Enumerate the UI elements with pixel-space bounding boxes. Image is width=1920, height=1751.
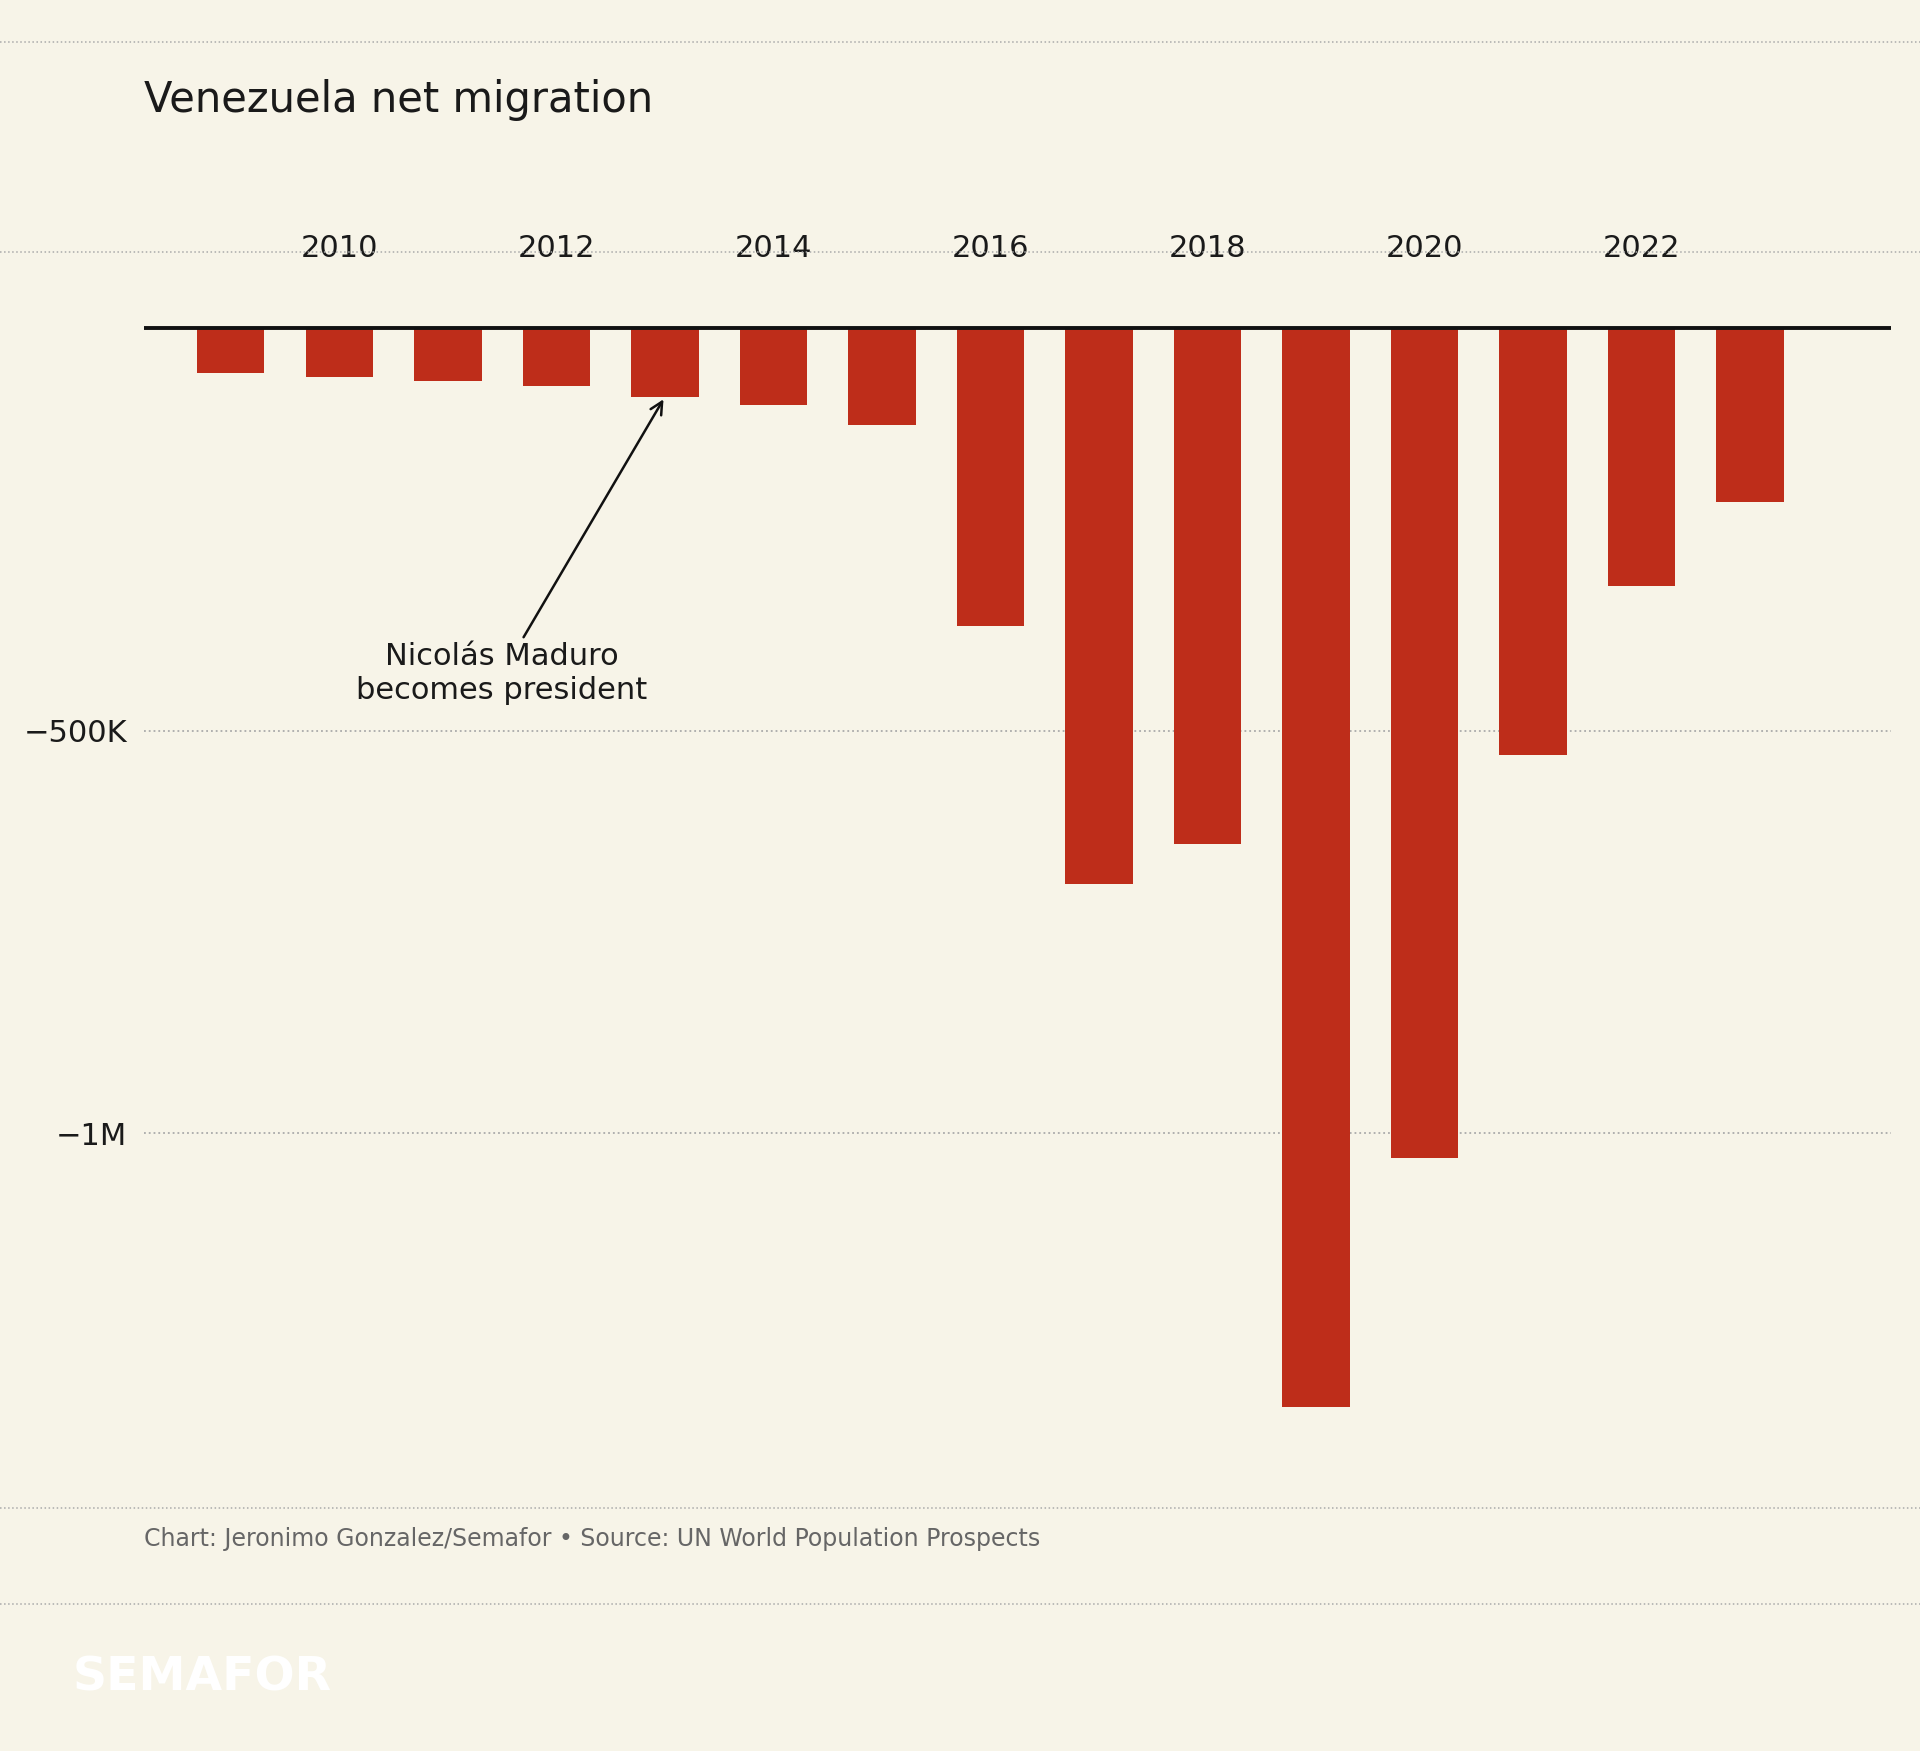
Bar xyxy=(1066,329,1133,884)
Bar xyxy=(198,329,265,373)
Bar xyxy=(1173,329,1240,844)
Bar xyxy=(1500,329,1567,755)
Bar xyxy=(632,329,699,397)
Text: Chart: Jeronimo Gonzalez/Semafor • Source: UN World Population Prospects: Chart: Jeronimo Gonzalez/Semafor • Sourc… xyxy=(144,1527,1041,1551)
Bar xyxy=(1607,329,1676,587)
Bar xyxy=(415,329,482,380)
Bar xyxy=(956,329,1023,627)
Bar xyxy=(849,329,916,425)
Text: Venezuela net migration: Venezuela net migration xyxy=(144,79,653,121)
Bar xyxy=(739,329,806,404)
Bar xyxy=(1716,329,1784,501)
Bar xyxy=(305,329,372,376)
Bar xyxy=(522,329,589,387)
Text: Nicolás Maduro
becomes president: Nicolás Maduro becomes president xyxy=(357,401,662,706)
Text: SEMAFOR: SEMAFOR xyxy=(73,1656,332,1700)
Bar xyxy=(1390,329,1457,1157)
Bar xyxy=(1283,329,1350,1408)
